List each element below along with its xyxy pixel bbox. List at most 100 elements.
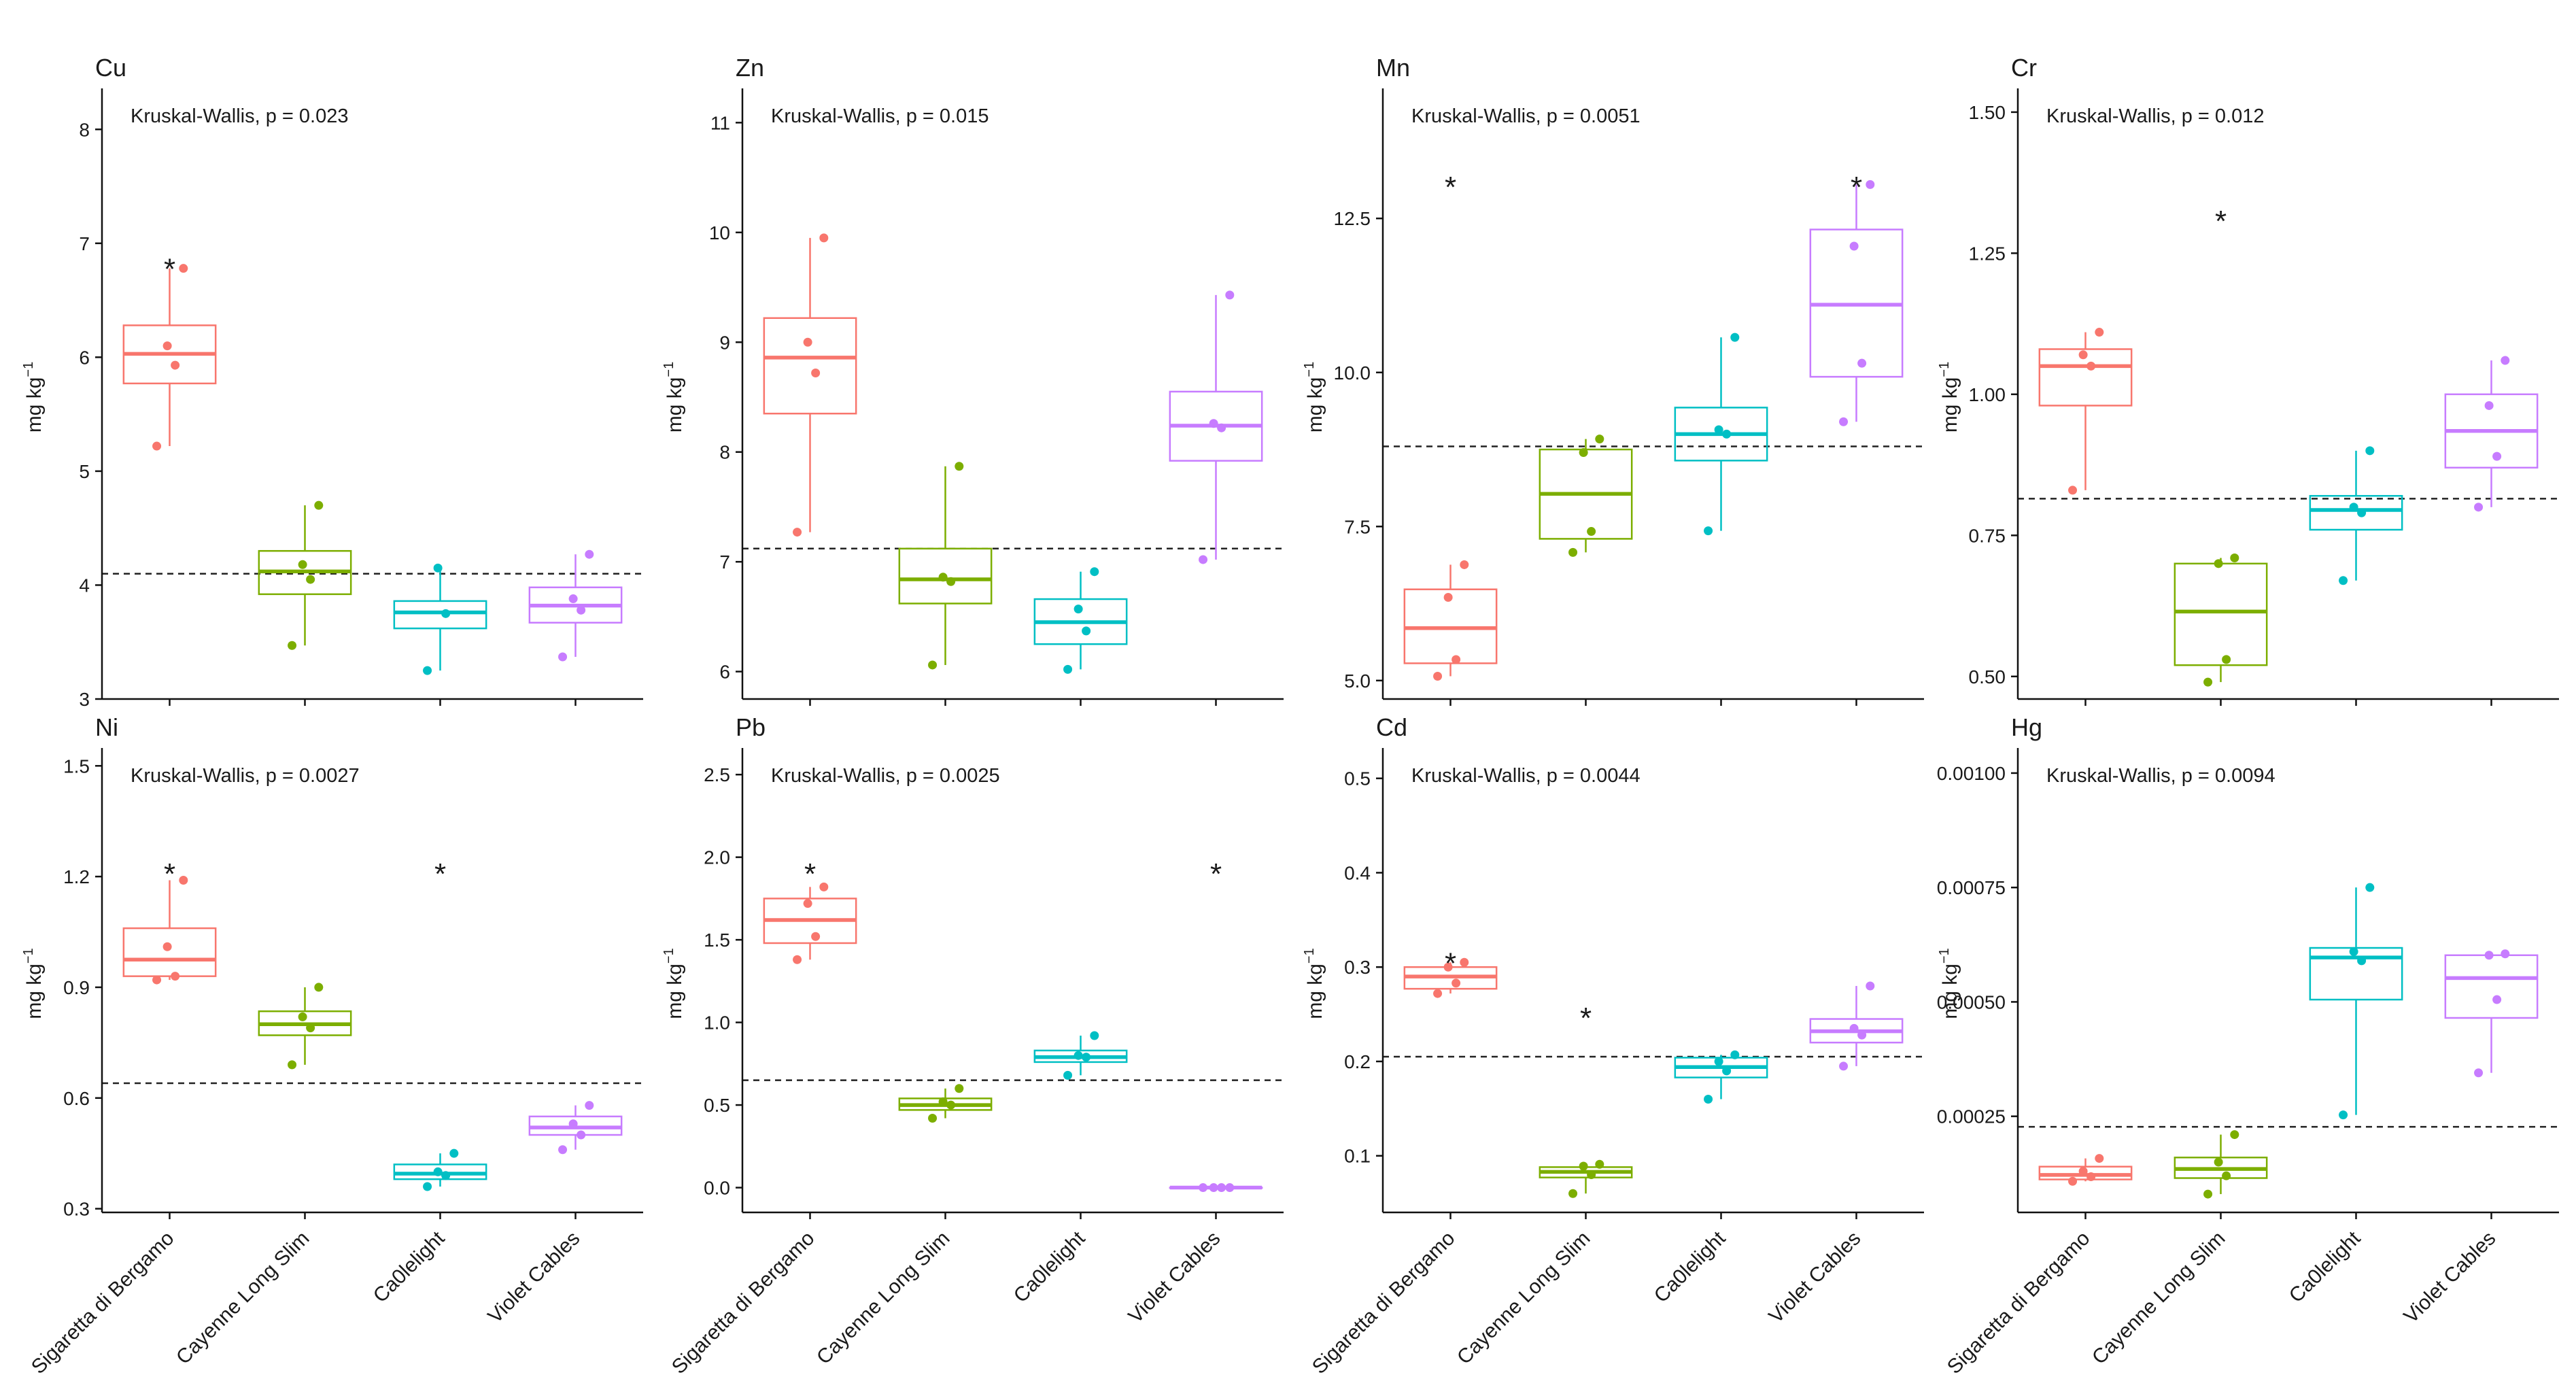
y-axis-title-unit: mg kg xyxy=(664,964,686,1019)
data-point xyxy=(2230,1130,2239,1140)
box-cr-4 xyxy=(2444,356,2539,512)
x-tick-label: Violet Cables xyxy=(2399,1227,2500,1328)
data-point xyxy=(938,573,948,582)
data-point xyxy=(1849,1023,1859,1033)
box-body xyxy=(393,600,487,630)
data-point xyxy=(793,955,802,964)
data-point xyxy=(2339,576,2348,585)
x-tick-label: Sigaretta di Bergamo xyxy=(668,1227,819,1379)
y-tick-label: 1.5 xyxy=(63,755,90,777)
data-point xyxy=(1199,1183,1208,1193)
data-point xyxy=(1217,1183,1226,1193)
panel-title: Cr xyxy=(2011,54,2037,82)
y-tick-label: 3 xyxy=(79,689,90,710)
data-point xyxy=(171,360,180,370)
data-point xyxy=(2484,401,2494,410)
data-point xyxy=(1839,1061,1849,1071)
data-point xyxy=(568,1119,578,1129)
box-cd-2 xyxy=(1539,1159,1633,1198)
significance-star: * xyxy=(804,857,816,891)
box-cu-2 xyxy=(258,500,352,650)
data-point xyxy=(2474,1068,2484,1078)
data-point xyxy=(811,368,821,377)
y-tick-label: 5 xyxy=(79,461,90,482)
panel-title: Ni xyxy=(95,713,118,741)
data-point xyxy=(1714,425,1723,435)
panel-cu: * 3 4 5 6 7 8 mg kg−1 Cu Kruskal-Wallis, p = 0.02… xyxy=(21,54,643,710)
y-tick-label: 0.75 xyxy=(1969,525,2006,546)
data-point xyxy=(1857,1030,1867,1040)
box-cu-3 xyxy=(393,563,487,675)
y-tick-label: 0.1 xyxy=(1344,1146,1371,1167)
data-point xyxy=(306,575,315,584)
kruskal-wallis-label: Kruskal-Wallis, p = 0.0051 xyxy=(1411,105,1641,127)
data-point xyxy=(306,1023,315,1033)
data-point xyxy=(2349,947,2358,956)
data-point xyxy=(1730,1050,1740,1059)
y-tick-label: 0.3 xyxy=(1344,957,1371,978)
panel-title: Cd xyxy=(1376,713,1407,741)
y-tick-label: 1.5 xyxy=(704,930,730,951)
y-tick-label: 9 xyxy=(719,332,730,353)
data-point xyxy=(558,1145,568,1155)
y-tick-label: 1.00 xyxy=(1969,384,2006,405)
data-point xyxy=(1587,527,1596,537)
box-zn-3 xyxy=(1033,567,1128,674)
data-point xyxy=(558,652,568,662)
significance-star: * xyxy=(2215,205,2227,238)
box-ni-2 xyxy=(258,983,352,1070)
box-cr-3 xyxy=(2309,446,2403,585)
y-tick-label: 6 xyxy=(719,662,730,683)
panel-mn: * * 5.0 7.5 10.0 12.5 mg kg−1 Mn Kruskal-Wallis,… xyxy=(1302,54,1924,706)
data-point xyxy=(2086,1172,2096,1182)
box-hg-2 xyxy=(2174,1130,2268,1199)
box-zn-1 xyxy=(763,233,857,537)
data-point xyxy=(819,882,829,891)
data-point xyxy=(288,1060,297,1070)
data-point xyxy=(441,609,451,618)
data-point xyxy=(1866,180,1875,189)
box-zn-2 xyxy=(898,462,993,670)
y-tick-label: 8 xyxy=(719,442,730,463)
data-point xyxy=(1579,1161,1588,1171)
x-tick-label: Ca0lelight xyxy=(1010,1227,1090,1307)
box-body xyxy=(2309,494,2403,531)
box-cu-4 xyxy=(528,549,623,662)
data-point xyxy=(2474,503,2484,512)
y-tick-label: 0.9 xyxy=(63,977,90,998)
y-tick-label: 6 xyxy=(79,347,90,368)
box-cd-3 xyxy=(1674,1050,1768,1104)
data-point xyxy=(2230,554,2239,563)
data-point xyxy=(162,341,172,351)
panel-pb: * * 0.0 0.5 1.0 1.5 2.0 2.5 Sigaretta di Bergamo… xyxy=(662,713,1284,1378)
data-point xyxy=(955,462,964,471)
data-point xyxy=(1443,592,1453,602)
data-point xyxy=(288,641,297,650)
y-axis-title-exponent: −1 xyxy=(662,948,676,964)
y-axis-title-unit: mg kg xyxy=(1304,964,1326,1019)
y-axis-title: mg kg−1 xyxy=(662,948,686,1019)
data-point xyxy=(2068,1176,2078,1186)
data-point xyxy=(1225,1183,1235,1193)
y-tick-label: 0.00075 xyxy=(1937,877,2006,898)
y-axis-title-exponent: −1 xyxy=(1937,362,1952,377)
y-tick-label: 10 xyxy=(709,222,730,243)
x-tick-label: Sigaretta di Bergamo xyxy=(1943,1227,2095,1379)
data-point xyxy=(577,605,586,615)
box-body xyxy=(2444,954,2539,1019)
data-point xyxy=(2357,956,2367,966)
panel-title: Mn xyxy=(1376,54,1410,82)
panel-title: Zn xyxy=(736,54,764,82)
data-point xyxy=(152,441,162,451)
data-point xyxy=(1722,1066,1732,1076)
data-point xyxy=(179,264,188,273)
data-point xyxy=(1433,671,1443,681)
panel-cd: * * 0.1 0.2 0.3 0.4 0.5 Sigaretta di BergamoCay… xyxy=(1302,713,1924,1378)
y-axis-title-exponent: −1 xyxy=(1302,362,1317,377)
data-point xyxy=(2078,350,2088,360)
significance-star: * xyxy=(1445,947,1456,980)
significance-star: * xyxy=(164,857,175,891)
y-tick-label: 0.6 xyxy=(63,1088,90,1109)
data-point xyxy=(946,1100,956,1110)
y-tick-label: 11 xyxy=(710,112,730,133)
